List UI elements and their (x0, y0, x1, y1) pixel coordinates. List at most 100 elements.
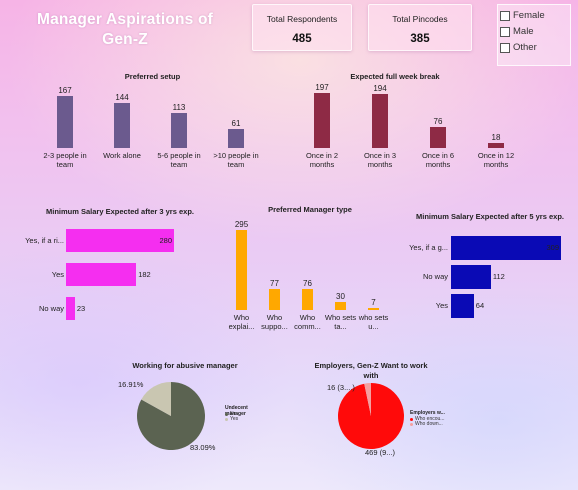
checkbox-icon[interactable] (500, 42, 510, 53)
bar[interactable] (114, 103, 130, 148)
dashboard-title: Manager Aspirations of Gen-Z (36, 11, 214, 48)
bar[interactable] (488, 142, 504, 148)
category-label: Once in 6 months (421, 151, 455, 169)
checkbox-icon[interactable] (500, 10, 510, 21)
gender-slicer[interactable]: Female Male Other (497, 4, 571, 66)
slicer-option-male[interactable]: Male (500, 26, 534, 37)
data-label: 295 (234, 220, 249, 229)
category-label: Yes (435, 301, 448, 310)
legend-label: No (230, 411, 237, 417)
bar[interactable] (451, 265, 491, 289)
data-label: 23 (76, 303, 86, 313)
category-label: No way (38, 303, 64, 313)
category-label: No way (422, 272, 448, 281)
legend-item[interactable]: Yes (225, 416, 238, 422)
kpi-card-pincodes[interactable]: Total Pincodes 385 (368, 4, 472, 51)
data-label: 61 (231, 119, 241, 128)
legend-dot-icon (410, 417, 413, 421)
legend-label: Who encou... (415, 416, 445, 422)
slicer-option-label: Female (513, 10, 545, 21)
bar[interactable] (335, 301, 346, 310)
category-label: Who suppo... (261, 313, 288, 331)
data-label: 144 (115, 93, 129, 103)
chart-title: Preferred setup (124, 72, 181, 81)
data-label: 77 (270, 279, 279, 289)
bar[interactable] (236, 230, 247, 310)
data-label: 76 (303, 279, 312, 289)
checkbox-icon[interactable] (500, 26, 510, 37)
bar[interactable] (302, 289, 313, 310)
chart-title: Minimum Salary Expected after 3 yrs exp. (46, 207, 194, 216)
pie-slice[interactable] (364, 383, 371, 416)
chart-title: Working for abusive manager (132, 361, 238, 370)
legend-label: Who down... (415, 421, 443, 427)
data-label: 18 (491, 132, 501, 142)
category-label: Once in 3 months (363, 151, 397, 169)
slice-label: 83.09% (190, 443, 216, 452)
bar[interactable] (66, 229, 174, 252)
category-label: Who explai... (228, 313, 255, 331)
chart-title: Minimum Salary Expected after 5 yrs exp. (416, 212, 564, 221)
slicer-option-other[interactable]: Other (500, 42, 537, 53)
chart-abusive-manager[interactable]: Working for abusive manager 83.09% 16.91% U… (110, 357, 260, 457)
bar[interactable] (171, 112, 187, 148)
category-label: 2-3 people in team (43, 151, 87, 169)
category-label: Who sets ta... (324, 313, 357, 331)
bar[interactable] (228, 129, 244, 148)
slicer-option-female[interactable]: Female (500, 10, 545, 21)
legend-item[interactable]: Who encou... (410, 416, 444, 422)
pie-slice[interactable] (141, 382, 171, 416)
data-label: 194 (373, 83, 387, 93)
kpi-value-pincodes: 385 (410, 33, 430, 45)
slice-label: 16 (3....) (327, 383, 355, 392)
bar[interactable] (372, 93, 388, 148)
bar[interactable] (314, 93, 330, 148)
chart-min-salary-5yrs[interactable]: Minimum Salary Expected after 5 yrs exp.… (405, 208, 575, 328)
slicer-option-label: Male (513, 26, 534, 37)
legend-label: Yes (230, 416, 239, 422)
category-label: Once in 2 months (305, 151, 339, 169)
data-label: 197 (315, 83, 329, 92)
bar[interactable] (451, 294, 474, 318)
category-label: Who comm... (294, 313, 321, 331)
category-label: who sets u... (358, 313, 389, 331)
bar[interactable] (66, 263, 137, 286)
category-label: Yes, if a g... (409, 243, 448, 252)
chart-title: Preferred Manager type (268, 205, 352, 214)
bar[interactable] (368, 308, 379, 310)
category-label: Once in 12 months (477, 151, 515, 169)
bar[interactable] (430, 126, 446, 148)
chart-min-salary-3yrs[interactable]: Minimum Salary Expected after 3 yrs exp.… (20, 203, 220, 323)
data-label: 64 (475, 301, 485, 310)
slice-label: 16.91% (118, 380, 144, 389)
legend-title: Undecent manager (225, 405, 248, 417)
kpi-value-respondents: 485 (292, 33, 312, 45)
chart-full-week-break[interactable]: Expected full week break 197 Once in 2 mon… (295, 70, 514, 180)
data-label: 280 (159, 235, 172, 245)
category-label: Work alone (103, 151, 141, 160)
category-label: >10 people in team (213, 151, 259, 169)
slice-label: 469 (9...) (365, 448, 396, 457)
chart-preferred-setup[interactable]: Preferred setup 167 2-3 people in team 144 W… (20, 70, 285, 180)
bar[interactable] (66, 297, 75, 320)
pie-svg (137, 382, 205, 450)
data-label: 76 (433, 116, 443, 126)
kpi-label-respondents: Total Respondents (266, 14, 338, 24)
bar[interactable] (269, 289, 280, 310)
data-label: 113 (172, 102, 186, 112)
legend-dot-icon (225, 417, 228, 421)
kpi-label-pincodes: Total Pincodes (392, 14, 448, 24)
legend-title: Employers w... (410, 410, 445, 416)
bar[interactable] (57, 96, 73, 148)
category-label: Yes (51, 269, 64, 279)
chart-title: Expected full week break (350, 72, 440, 81)
legend-item[interactable]: Who down... (410, 421, 443, 427)
data-label: 182 (138, 269, 151, 279)
category-label: Yes, if a ri... (25, 235, 64, 245)
bar[interactable] (451, 236, 561, 260)
chart-preferred-manager-type[interactable]: Preferred Manager type 295 Who explai... 77… (225, 203, 395, 338)
kpi-card-respondents[interactable]: Total Respondents 485 (252, 4, 352, 51)
chart-employers-genz[interactable]: Employers, Gen-Z Want to work with 469 (9… (310, 357, 480, 467)
legend-item[interactable]: No (225, 411, 236, 417)
data-label: 30 (336, 291, 345, 301)
